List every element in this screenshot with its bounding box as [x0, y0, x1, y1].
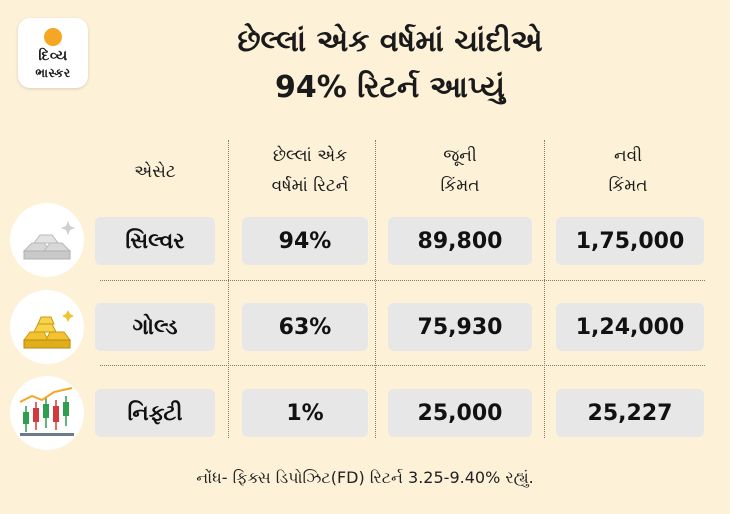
return-cell-silver: 94% — [242, 217, 368, 265]
asset-cell-gold: ગોલ્ડ — [95, 303, 215, 351]
header-return-line1: છેલ્લાં એક — [272, 146, 348, 166]
asset-cell-nifty: નિફ્ટી — [95, 389, 215, 437]
asset-cell-silver: સિલ્વર — [95, 217, 215, 265]
gold-icon-badge — [10, 290, 84, 364]
silver-icon-badge — [10, 203, 84, 277]
candlestick-chart-icon — [19, 387, 74, 436]
header-old-line1: જૂની — [443, 146, 477, 166]
header-asset: એસેટ — [134, 162, 176, 182]
footnote: નોંધ- ફિક્સ ડિપોઝિટ(FD) રિટર્ન 3.25-9.40… — [196, 468, 534, 487]
new-price-cell-gold: 1,24,000 — [556, 303, 704, 351]
row-divider — [100, 365, 705, 366]
sun-icon — [44, 28, 62, 46]
gold-bars-icon — [23, 310, 74, 349]
logo-line2: ભાસ્કર — [35, 66, 71, 80]
silver-bars-icon — [22, 221, 75, 260]
divya-bhaskar-logo: દિવ્ય ભાસ્કર — [18, 18, 88, 88]
page-title-line2: 94% રિટર્ન આપ્યું — [274, 70, 506, 105]
row-divider — [100, 280, 705, 281]
nifty-icon-badge — [10, 376, 84, 450]
page-title-line1: છેલ્લાં એક વર્ષમાં ચાંદીએ — [237, 24, 543, 59]
column-divider — [544, 140, 545, 438]
header-return-line2: વર્ષમાં રિટર્ન — [271, 176, 349, 196]
old-price-cell-silver: 89,800 — [388, 217, 532, 265]
header-old-line2: કિંમત — [440, 176, 480, 196]
logo-line1: દિવ્ય — [38, 48, 68, 64]
return-cell-nifty: 1% — [242, 389, 368, 437]
new-price-cell-nifty: 25,227 — [556, 389, 704, 437]
return-cell-gold: 63% — [242, 303, 368, 351]
header-new-line1: નવી — [613, 146, 643, 166]
column-divider — [228, 140, 229, 438]
column-divider — [375, 140, 376, 438]
old-price-cell-nifty: 25,000 — [388, 389, 532, 437]
new-price-cell-silver: 1,75,000 — [556, 217, 704, 265]
header-new-line2: કિંમત — [608, 176, 648, 196]
old-price-cell-gold: 75,930 — [388, 303, 532, 351]
